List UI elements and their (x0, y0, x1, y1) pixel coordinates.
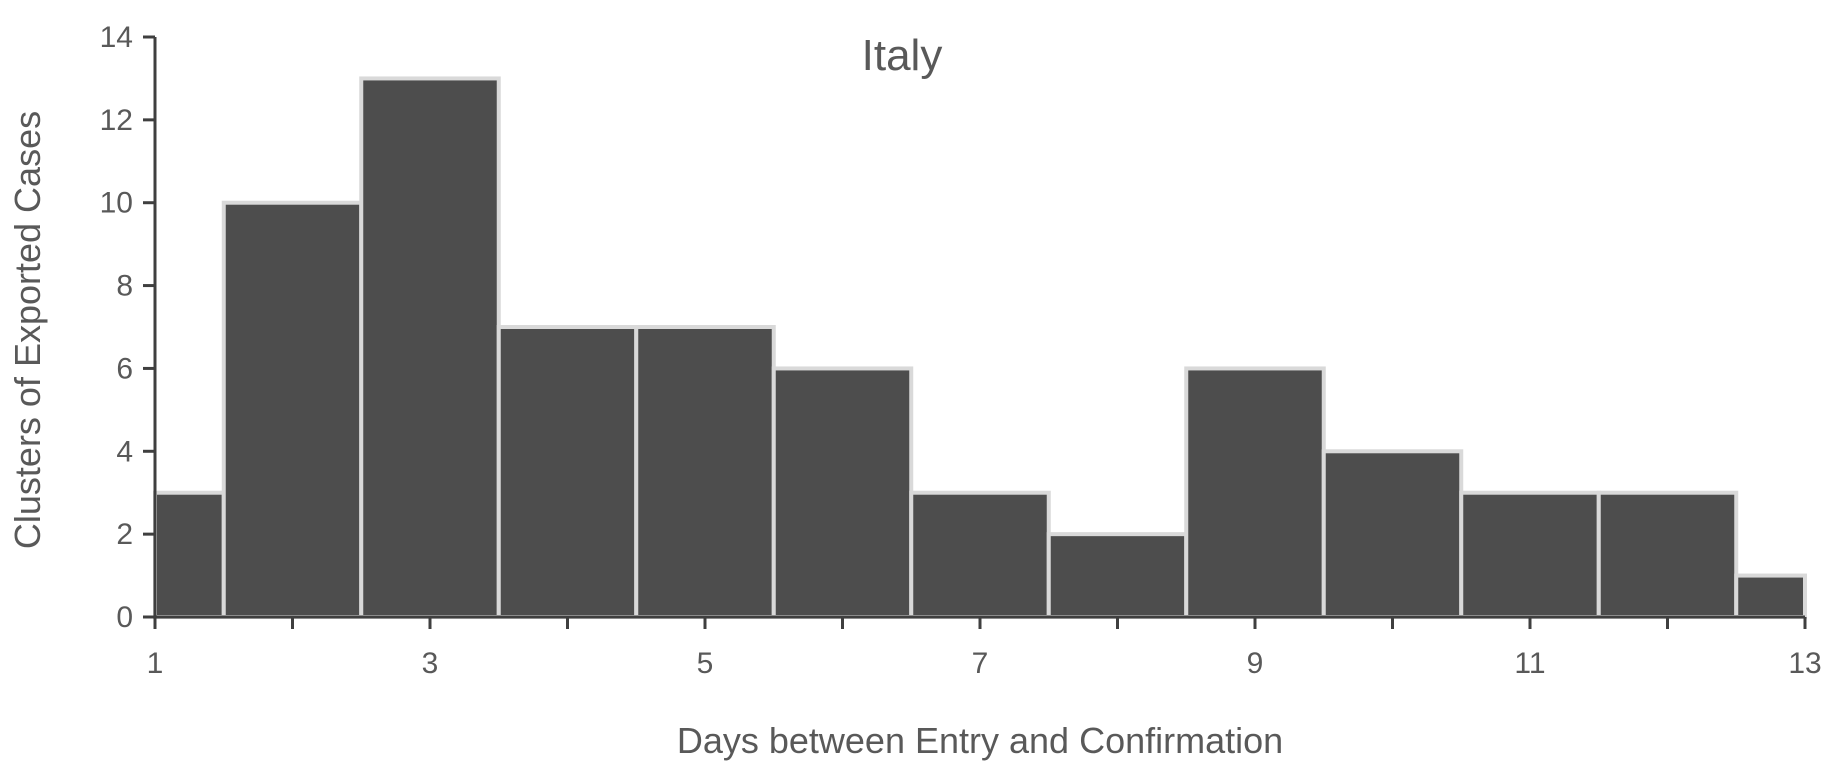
bars-layer (153, 76, 1807, 620)
y-axis-title: Clusters of Exported Cases (7, 111, 48, 549)
bar-day-13 (1734, 573, 1807, 619)
y-tick-label-8: 8 (116, 270, 133, 303)
bar-day-3 (359, 76, 501, 619)
y-tick-label-6: 6 (116, 352, 133, 385)
bar-day-2 (221, 200, 364, 619)
bar-day-8 (1046, 532, 1189, 620)
bar-day-1 (153, 490, 226, 620)
bar-day-5 (634, 325, 776, 619)
y-tick-label-4: 4 (116, 435, 133, 468)
x-tick-label-5: 5 (697, 647, 714, 680)
x-tick-label-13: 13 (1788, 647, 1821, 680)
y-tick-label-0: 0 (116, 601, 133, 634)
y-tick-label-10: 10 (100, 187, 133, 220)
y-tick-label-2: 2 (116, 518, 133, 551)
x-axis-title: Days between Entry and Confirmation (677, 720, 1283, 761)
chart-title: Italy (862, 31, 943, 80)
x-tick-label-3: 3 (422, 647, 439, 680)
bar-day-11 (1459, 490, 1601, 620)
bar-day-12 (1596, 490, 1739, 620)
x-tick-label-7: 7 (972, 647, 989, 680)
bar-day-4 (496, 325, 639, 619)
bar-day-9 (1184, 366, 1326, 619)
x-tick-label-11: 11 (1514, 647, 1545, 680)
bar-day-7 (909, 490, 1051, 620)
bar-day-10 (1321, 449, 1464, 619)
y-tick-label-14: 14 (100, 21, 133, 54)
y-tick-label-12: 12 (100, 104, 133, 137)
x-tick-label-1: 1 (147, 647, 164, 680)
bar-day-6 (771, 366, 914, 619)
x-tick-label-9: 9 (1247, 647, 1264, 680)
